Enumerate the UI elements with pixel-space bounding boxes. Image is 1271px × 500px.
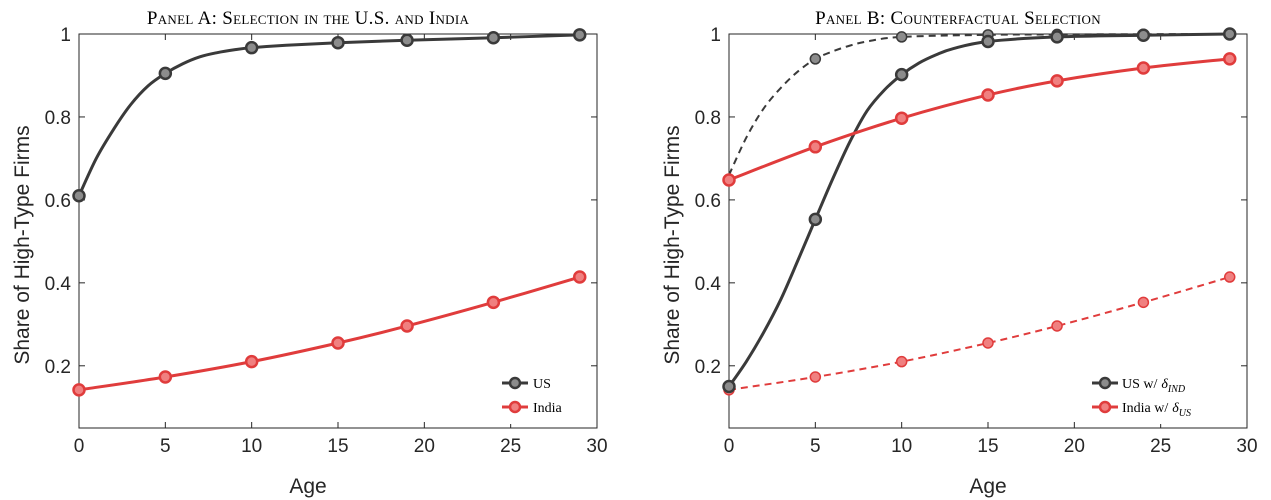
panel-a-india-point (572, 270, 587, 284)
panel-b-x-tick-label: 15 (977, 436, 998, 457)
panel-a-y-tick-label: 0.8 (45, 108, 71, 129)
panel-a-y-axis-label: Share of High-Type Firms (11, 125, 34, 364)
panel-b-x-tick-label: 30 (1236, 436, 1257, 457)
panel-a-x-tick-label: 30 (586, 436, 607, 457)
panel-b-india-dashed-point (1051, 320, 1063, 332)
panel-a-us-point (400, 33, 414, 47)
panel-b-us-w-ind-point (722, 379, 736, 394)
panel-a-us-point (244, 40, 259, 55)
panel-a-us-line (77, 33, 580, 197)
panel-b-us-w-ind-point (1050, 30, 1064, 44)
legend-india-label: India (533, 401, 563, 416)
legend-india-w-main: India w/ (1122, 401, 1168, 416)
panel-a-india-point (400, 319, 414, 333)
panel-b-india-w-us-series (722, 52, 1237, 187)
legend-india-w-delta-us-label: India w/δUS (1122, 401, 1191, 419)
panel-b-x-axis-label: Age (969, 475, 1006, 498)
panel-a-x-tick-label: 15 (327, 436, 348, 457)
panel-a-us-point (486, 30, 501, 45)
panel-b-x-tick-label: 5 (810, 436, 821, 457)
panel-b-india-w-us-point (1222, 52, 1237, 66)
panel-b-india-w-us-point (981, 88, 995, 102)
panel-b-india-dashed-point (982, 337, 994, 349)
panel-b-india-w-us-line (728, 57, 1230, 182)
panel-b-y-tick-label: 0.4 (695, 274, 722, 295)
panel-b-x-tick-label: 10 (891, 436, 912, 457)
panel-b-us-w-ind-point (1222, 27, 1237, 41)
panel-a-india-point (158, 370, 173, 384)
panel-b-y-tick-label: 0.6 (695, 191, 721, 212)
panel-b-us-dashed-line (728, 33, 1230, 176)
legend-item-us-w-delta-ind: US w/δIND (1092, 376, 1186, 395)
legend-us-w-delta-ind-label: US w/δIND (1122, 377, 1186, 395)
legend-us-label: US (533, 377, 551, 392)
legend-us-marker (508, 376, 522, 390)
panel-a-x-axis-label: Age (289, 475, 326, 498)
panel-b-title: Panel B: Counterfactual Selection (815, 8, 1101, 29)
panel-a-us-point (158, 66, 173, 81)
panel-a-y-tick-label: 0.6 (45, 191, 71, 212)
panel-a-title: Panel A: Selection in the U.S. and India (147, 8, 470, 29)
panel-b-india-w-us-point (894, 111, 909, 125)
panel-b-india-dashed-point (1223, 271, 1236, 283)
panel-b-us-dashed-point (895, 31, 908, 43)
panel-b-us-w-ind-point (808, 212, 823, 227)
panel-b-us-w-ind-point (894, 67, 909, 82)
panel-b-y-axis-label: Share of High-Type Firms (661, 125, 684, 364)
legend-india-w-subscript: US (1179, 408, 1191, 419)
panel-a-us-series (72, 28, 587, 203)
legend-india-w-delta-us-marker (1098, 400, 1112, 414)
panel-a-y-tick-label: 0.4 (45, 274, 72, 295)
panel-a-india-point (486, 295, 501, 310)
legend-india-w-delta: δ (1172, 401, 1179, 416)
legend-us-w-delta-ind-marker (1098, 376, 1112, 390)
panel-b-india-w-us-point (722, 173, 736, 187)
panel-b: Panel B: Counterfactual Selection Share … (661, 8, 1258, 498)
panel-a-x-tick-label: 0 (74, 436, 85, 457)
legend-us-w-delta: δ (1161, 377, 1168, 392)
panel-b-us-w-ind-line (727, 32, 1230, 388)
legend-us-w-subscript: IND (1167, 384, 1186, 395)
panel-a-india-point (72, 383, 86, 397)
panel-b-india-dashed-point (1137, 296, 1150, 309)
panel-b-india-dashed-point (895, 355, 908, 368)
panel-b-us-w-ind-point (1136, 28, 1151, 42)
panel-a-us-point (572, 28, 587, 42)
panel-a-x-tick-label: 10 (241, 436, 262, 457)
panel-a-x-tick-label: 5 (160, 436, 171, 457)
panel-b-india-w-us-point (808, 140, 823, 154)
panel-b-us-dashed-point (809, 53, 822, 65)
panel-b-x-tick-label: 20 (1064, 436, 1085, 457)
legend-item-india-w-delta-us: India w/δUS (1092, 400, 1191, 419)
panel-a-y-tick-label: 1 (60, 25, 71, 46)
panel-b-y-tick-label: 0.2 (695, 357, 721, 378)
panel-b-india-dashed-point (809, 371, 822, 383)
panel-a-x-tick-label: 20 (414, 436, 435, 457)
panel-b-y-tick-label: 1 (710, 25, 721, 46)
panel-b-india-w-us-point (1050, 74, 1064, 88)
legend-item-india: India (502, 400, 563, 416)
panel-b-us-w-ind-point (981, 34, 995, 49)
panel-a-y-tick-label: 0.2 (45, 357, 71, 378)
panel-b-us-w-ind-series (722, 27, 1237, 394)
panel-a-india-point (331, 336, 345, 350)
panel-b-us-dashed-series (728, 28, 1236, 176)
panel-a-legend: US India (498, 368, 590, 424)
panel-b-x-tick-label: 0 (724, 436, 735, 457)
panel-a-india-series (72, 270, 587, 397)
panel-a-us-point (72, 188, 86, 203)
panel-b-y-tick-label: 0.8 (695, 108, 721, 129)
legend-us-w-main: US w/ (1122, 377, 1158, 392)
panel-b-legend: US w/δIND India w/δUS (1088, 368, 1240, 424)
panel-a: Panel A: Selection in the U.S. and India… (11, 8, 608, 498)
panel-a-x-tick-label: 25 (500, 436, 521, 457)
panel-b-india-w-us-point (1136, 61, 1151, 75)
panel-a-us-point (331, 35, 345, 50)
legend-india-marker (508, 400, 522, 414)
panel-a-india-point (244, 354, 259, 369)
legend-item-us: US (502, 376, 551, 392)
panel-b-x-tick-label: 25 (1150, 436, 1171, 457)
